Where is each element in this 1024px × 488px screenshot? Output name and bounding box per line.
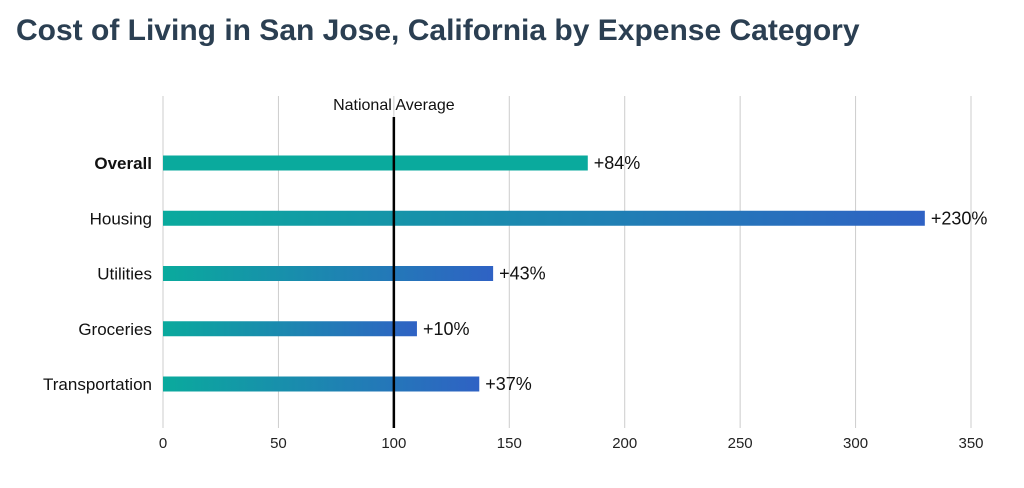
x-tick-label: 250 bbox=[728, 435, 753, 452]
category-label: Transportation bbox=[43, 375, 152, 394]
chart-title: Cost of Living in San Jose, California b… bbox=[16, 14, 860, 47]
bar bbox=[163, 376, 480, 392]
category-label: Housing bbox=[90, 209, 152, 228]
category-label: Overall bbox=[94, 154, 152, 173]
data-label: +43% bbox=[499, 264, 546, 284]
x-tick-label: 100 bbox=[381, 435, 406, 452]
data-label: +84% bbox=[594, 153, 641, 173]
bar bbox=[163, 210, 925, 226]
bar bbox=[163, 266, 494, 281]
x-tick-label: 350 bbox=[958, 435, 983, 452]
x-tick-label: 150 bbox=[497, 435, 522, 452]
reference-line-group: National Average bbox=[333, 97, 455, 428]
x-tick-label: 200 bbox=[612, 435, 637, 452]
data-label: +10% bbox=[423, 319, 470, 339]
labels: Overall +84% Housing +230% Utilities +43% Groc… bbox=[43, 153, 987, 394]
gridlines: 0 50 100 150 200 250 300 350 bbox=[159, 96, 984, 452]
national-average-label: National Average bbox=[333, 97, 455, 114]
x-tick-label: 50 bbox=[270, 435, 287, 452]
data-label: +230% bbox=[931, 208, 988, 228]
data-label: +37% bbox=[485, 374, 532, 394]
x-tick-label: 300 bbox=[843, 435, 868, 452]
bar bbox=[163, 321, 417, 337]
x-tick-label: 0 bbox=[159, 435, 167, 452]
bars bbox=[163, 155, 925, 392]
category-label: Utilities bbox=[97, 265, 152, 284]
category-label: Groceries bbox=[78, 320, 152, 339]
bar bbox=[163, 155, 588, 171]
